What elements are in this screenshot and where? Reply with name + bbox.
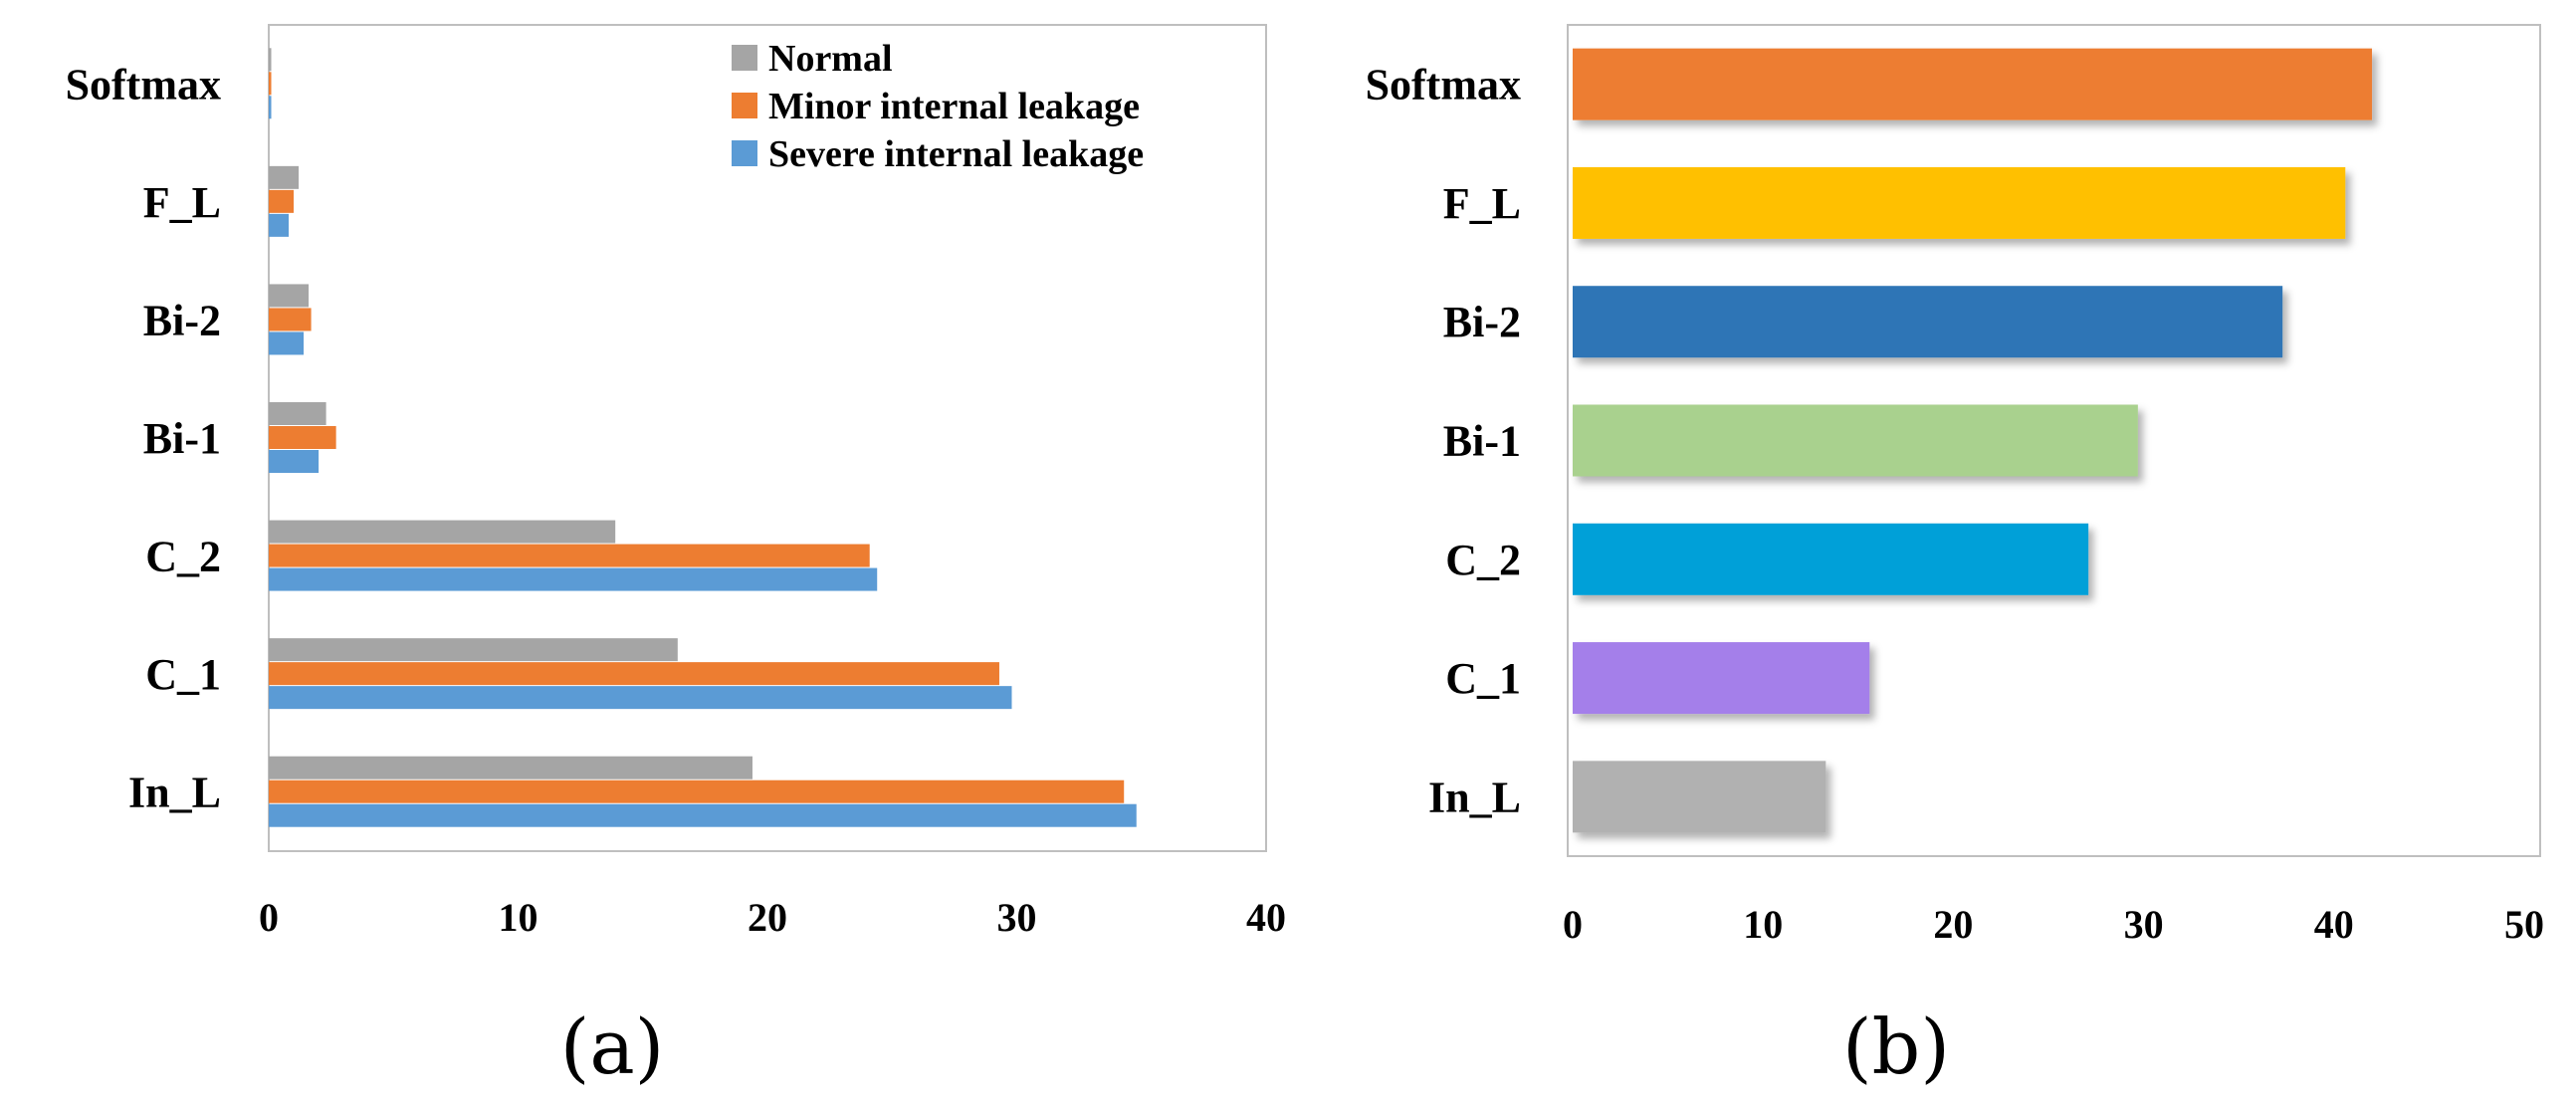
category-label-b-f-l: F_L: [1443, 179, 1521, 228]
bar-a-bi-2-minor-internal-leakage: [269, 308, 312, 332]
bar-a-c-1-severe-internal-leakage: [269, 686, 1012, 710]
bar-b-softmax: [1573, 48, 2373, 120]
category-label-b-softmax: Softmax: [1366, 61, 1521, 110]
bar-a-in-l-severe-internal-leakage: [269, 803, 1137, 827]
bar-b-c-1: [1573, 642, 1870, 715]
tick-labels-b: 0 10 20 30 40 50: [1563, 902, 2544, 947]
bar-b-in-l: [1573, 761, 1826, 833]
bar-a-softmax-severe-internal-leakage: [269, 96, 272, 119]
legend-swatch-normal: [732, 45, 757, 71]
category-label-b-c-2: C_2: [1445, 536, 1521, 584]
legend-swatch-severe-internal-leakage: [732, 140, 757, 166]
x-tick-b-50: 50: [2504, 902, 2544, 947]
category-label-a-c-2: C_2: [145, 533, 221, 581]
caption-b: (b): [1842, 1002, 1950, 1091]
bar-a-bi-1-severe-internal-leakage: [269, 450, 320, 473]
category-label-a-f-l: F_L: [143, 178, 221, 227]
bar-a-in-l-normal: [269, 756, 752, 779]
category-label-b-c-1: C_1: [1445, 654, 1521, 703]
bar-a-c-2-minor-internal-leakage: [269, 544, 870, 567]
bar-a-in-l-minor-internal-leakage: [269, 779, 1125, 803]
bar-b-c-2: [1573, 523, 2089, 595]
chart-b: Softmax F_L Bi-2 Bi-1 C_2 C_1 In_L 0 10 20 30 40 50…: [1366, 24, 2544, 1091]
x-tick-a-40: 40: [1246, 895, 1286, 940]
x-tick-a-10: 10: [499, 895, 538, 940]
category-labels-b: Softmax F_L Bi-2 Bi-1 C_2 C_1 In_L: [1366, 61, 1521, 822]
plot-area-b: [1567, 24, 2541, 857]
caption-a: (a): [560, 1002, 665, 1091]
category-label-a-c-1: C_1: [145, 650, 221, 699]
category-label-a-in-l: In_L: [128, 769, 221, 817]
bar-a-softmax-normal: [269, 48, 272, 72]
bar-a-softmax-minor-internal-leakage: [269, 72, 272, 96]
bar-a-c-2-severe-internal-leakage: [269, 567, 878, 591]
bar-a-bi-1-minor-internal-leakage: [269, 426, 336, 449]
bar-a-c-1-minor-internal-leakage: [269, 662, 999, 686]
legend-label-normal: Normal: [768, 38, 893, 80]
x-tick-b-0: 0: [1563, 902, 1583, 947]
category-label-a-bi-1: Bi-1: [143, 414, 221, 463]
x-tick-a-30: 30: [997, 895, 1037, 940]
tick-labels-a: 0 10 20 30 40: [259, 895, 1286, 940]
chart-a: Softmax F_L Bi-2 Bi-1 C_2 C_1 In_L 0 10 20 30 40 N…: [66, 24, 1286, 1091]
bars-b: [1573, 48, 2373, 833]
bar-b-f-l: [1573, 166, 2346, 239]
x-tick-a-20: 20: [748, 895, 787, 940]
x-tick-b-30: 30: [2124, 902, 2164, 947]
bar-a-bi-2-normal: [269, 284, 310, 308]
x-tick-b-10: 10: [1743, 902, 1783, 947]
x-tick-b-40: 40: [2314, 902, 2354, 947]
category-label-a-softmax: Softmax: [66, 60, 221, 109]
bar-b-bi-1: [1573, 404, 2138, 477]
bars-a: [269, 48, 1137, 827]
bar-a-f-l-normal: [269, 165, 300, 189]
legend-label-severe-internal-leakage: Severe internal leakage: [768, 133, 1144, 175]
bar-a-f-l-minor-internal-leakage: [269, 189, 295, 213]
bar-a-c-2-normal: [269, 520, 616, 544]
bar-b-bi-2: [1573, 286, 2283, 358]
category-label-a-bi-2: Bi-2: [143, 296, 221, 344]
category-label-b-in-l: In_L: [1428, 773, 1521, 821]
bar-a-c-1-normal: [269, 638, 678, 662]
category-labels-a: Softmax F_L Bi-2 Bi-1 C_2 C_1 In_L: [66, 60, 221, 816]
legend-a: Normal Minor internal leakage Severe inter…: [732, 38, 1144, 175]
category-label-b-bi-1: Bi-1: [1443, 417, 1521, 466]
bar-a-bi-2-severe-internal-leakage: [269, 332, 305, 355]
x-tick-a-0: 0: [259, 895, 279, 940]
category-label-b-bi-2: Bi-2: [1443, 298, 1521, 346]
bar-a-f-l-severe-internal-leakage: [269, 213, 290, 237]
legend-label-minor-internal-leakage: Minor internal leakage: [768, 86, 1140, 127]
x-tick-b-20: 20: [1933, 902, 1973, 947]
legend-swatch-minor-internal-leakage: [732, 93, 757, 118]
bar-a-bi-1-normal: [269, 402, 326, 425]
